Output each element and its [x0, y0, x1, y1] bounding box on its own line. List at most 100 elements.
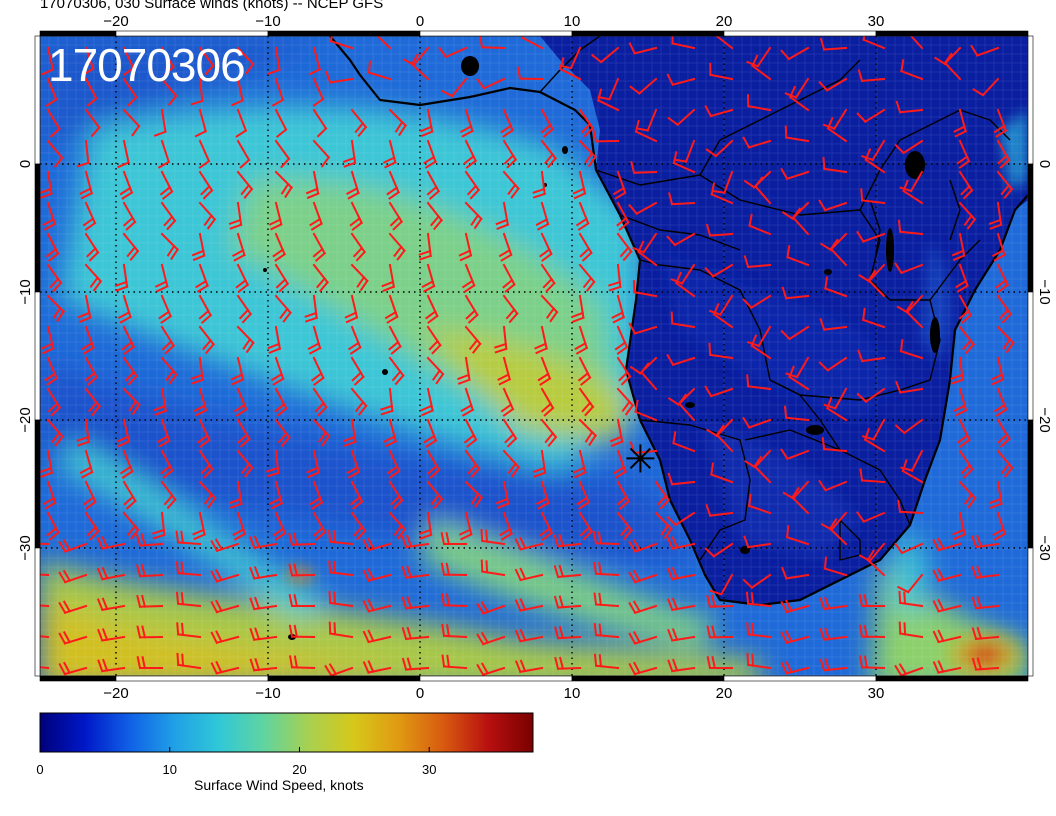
- wind-barb: [864, 148, 886, 174]
- wind-barb: [780, 660, 810, 675]
- wind-barb: [957, 418, 971, 448]
- wind-barb: [706, 625, 734, 639]
- wind-barb: [233, 387, 248, 417]
- wind-barb: [629, 77, 658, 95]
- wind-barb: [897, 219, 924, 236]
- wind-barb: [79, 449, 94, 479]
- wind-barb: [40, 170, 53, 199]
- wind-barbs: [40, 36, 1015, 676]
- wind-barb: [578, 139, 597, 168]
- wind-barb: [958, 201, 977, 230]
- wind-barb: [670, 311, 696, 329]
- wind-barb: [743, 535, 772, 549]
- wind-barb: [344, 294, 359, 324]
- top-lon-tick-label: 10: [564, 13, 581, 30]
- wind-barb: [45, 232, 60, 262]
- wind-barb: [819, 596, 848, 611]
- wind-barb: [514, 659, 544, 674]
- right-lat-tick-label: −10: [1036, 279, 1053, 304]
- wind-barb: [153, 387, 168, 417]
- wind-barb: [540, 263, 556, 293]
- wind-barb: [463, 139, 478, 169]
- wind-barb: [236, 46, 255, 75]
- wind-barb: [421, 263, 436, 293]
- wind-barb: [153, 108, 167, 137]
- wind-barb: [539, 232, 553, 262]
- wind-barb: [861, 307, 886, 329]
- top-axis-segment: [723, 30, 877, 37]
- left-axis-segment: [34, 419, 41, 549]
- wind-barb: [824, 276, 848, 298]
- wind-barb: [709, 62, 734, 81]
- wind-barb: [667, 658, 696, 673]
- wind-barb: [819, 658, 848, 672]
- wind-barb: [191, 232, 206, 262]
- wind-barb: [996, 139, 1011, 169]
- wind-barb: [311, 356, 325, 386]
- wind-barb: [210, 660, 240, 675]
- left-axis-segment: [34, 291, 41, 421]
- wind-barb: [971, 626, 1000, 641]
- wind-barb: [784, 125, 810, 143]
- wind-barb: [780, 599, 810, 614]
- wind-barb: [210, 630, 240, 645]
- wind-barb: [996, 170, 1014, 200]
- wind-barb: [514, 628, 544, 643]
- wind-barb: [45, 77, 58, 107]
- wind-barb: [236, 325, 255, 354]
- wind-barb: [575, 201, 590, 231]
- top-lon-tick-label: 20: [716, 13, 733, 30]
- wind-barb: [640, 362, 658, 391]
- wind-speed-field: [40, 36, 1028, 676]
- wind-barb: [819, 627, 848, 641]
- wind-barb: [198, 46, 215, 76]
- wind-barb: [328, 590, 354, 608]
- wind-barb: [958, 480, 977, 509]
- wind-barb: [667, 628, 696, 642]
- wind-barb: [862, 36, 886, 50]
- wind-barb: [480, 559, 506, 577]
- wind-barb: [268, 201, 283, 231]
- wind-barb: [160, 77, 178, 106]
- wind-barb: [746, 652, 772, 670]
- wind-barb: [637, 240, 658, 267]
- wind-barb: [342, 139, 357, 168]
- wind-barb: [464, 325, 482, 354]
- wind-barb: [40, 635, 50, 639]
- wind-barb: [440, 532, 467, 546]
- wind-barb: [898, 621, 924, 639]
- wind-barb: [616, 387, 635, 416]
- wind-barb: [628, 569, 658, 584]
- wind-barb: [96, 536, 126, 550]
- wind-barb: [58, 569, 88, 584]
- wind-barb: [828, 518, 848, 546]
- wind-barb: [791, 486, 810, 515]
- wind-barb: [426, 449, 441, 479]
- wind-barb: [990, 356, 1005, 386]
- wind-barb: [274, 387, 288, 417]
- wind-barb: [44, 356, 58, 386]
- wind-barb: [780, 448, 810, 461]
- wind-barb: [742, 136, 772, 149]
- wind-barb: [288, 624, 316, 639]
- wind-barb: [388, 108, 407, 137]
- wind-barb: [554, 626, 582, 640]
- wind-barb: [616, 201, 630, 231]
- wind-barb: [856, 108, 886, 124]
- wind-barb: [312, 139, 331, 168]
- right-axis-segment: [1027, 547, 1034, 677]
- wind-barb: [440, 562, 468, 577]
- wind-barb: [712, 170, 734, 194]
- wind-barb: [176, 652, 202, 670]
- wind-barb: [97, 628, 126, 642]
- wind-barb: [578, 232, 593, 262]
- wind-barb: [274, 418, 291, 448]
- wind-barb: [672, 431, 696, 453]
- wind-barb: [860, 188, 886, 205]
- bottom-lon-tick-label: 10: [564, 685, 581, 702]
- wind-barb: [383, 418, 398, 448]
- wind-barb: [160, 356, 178, 385]
- wind-barb: [82, 201, 97, 231]
- colorbar-tick-label: 30: [422, 762, 437, 777]
